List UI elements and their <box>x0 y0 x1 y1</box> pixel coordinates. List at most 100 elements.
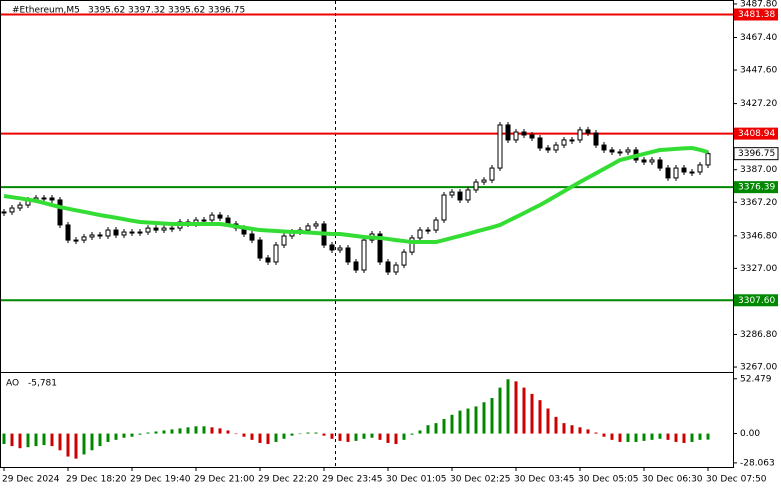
ao-bar <box>18 433 22 449</box>
quote-value: 3396.75 <box>208 6 245 16</box>
ao-bar <box>666 433 670 440</box>
candle <box>457 191 463 201</box>
candle <box>65 224 71 241</box>
level-label: 3408.94 <box>738 129 775 139</box>
ao-bar <box>450 414 454 434</box>
candle <box>161 227 167 231</box>
ao-bar <box>466 408 470 434</box>
candle <box>521 131 527 136</box>
ao-bar <box>314 432 318 434</box>
candle <box>97 234 103 237</box>
ao-bar <box>114 433 118 440</box>
ao-bar <box>194 426 198 434</box>
candle <box>497 124 503 169</box>
candle <box>665 167 671 179</box>
ao-bar <box>82 433 86 455</box>
y-tick-label: 0.00 <box>740 429 760 439</box>
ao-current: -5,781 <box>28 379 57 389</box>
candle <box>113 229 119 236</box>
ao-bar <box>426 425 430 434</box>
ao-bar <box>554 416 558 434</box>
candle <box>353 261 359 271</box>
ao-bar <box>122 433 126 438</box>
candle <box>473 181 479 191</box>
y-tick-label: 3447.60 <box>740 66 777 76</box>
ao-bar <box>322 433 326 436</box>
candle <box>105 229 111 237</box>
candle <box>249 233 255 241</box>
ao-bar <box>178 428 182 434</box>
x-tick-label: 29 Dec 23:45 <box>322 475 383 485</box>
candle <box>1 211 7 214</box>
y-tick-label: 52.479 <box>740 374 772 384</box>
candle <box>705 153 711 166</box>
candle <box>57 199 63 226</box>
ao-bar <box>674 433 678 442</box>
ao-bar <box>434 423 438 434</box>
ao-bar <box>234 433 238 435</box>
ao-bar <box>618 433 622 442</box>
ao-bar <box>266 433 270 445</box>
candle <box>377 233 383 263</box>
y-tick-label: 3346.80 <box>740 231 777 241</box>
ao-bar <box>202 426 206 434</box>
candle <box>577 129 583 141</box>
candle <box>689 171 695 174</box>
ao-bar <box>130 433 134 437</box>
y-tick-label: 3487.80 <box>740 0 777 9</box>
symbol-title: #Ethereum,M5 <box>12 6 80 16</box>
quote-value: 3395.62 <box>168 6 205 16</box>
ao-bar <box>626 433 630 442</box>
ao-bar <box>402 433 406 440</box>
y-tick-label: 3267.00 <box>740 363 777 373</box>
ao-bar <box>514 381 518 434</box>
level-badge <box>734 294 778 307</box>
x-tick-label: 29 Dec 2024 <box>2 475 60 485</box>
ao-bar <box>106 433 110 442</box>
candle <box>265 257 271 263</box>
ao-bar <box>346 433 350 442</box>
level-badge <box>734 181 778 194</box>
x-tick-label: 29 Dec 22:20 <box>258 475 319 485</box>
ao-bar <box>658 433 662 439</box>
candle <box>657 159 663 169</box>
candle <box>641 159 647 163</box>
level-badge <box>734 8 778 21</box>
candle <box>257 239 263 259</box>
candle <box>137 231 143 234</box>
candle <box>81 236 87 241</box>
ao-bar <box>242 433 246 437</box>
ao-bar <box>66 433 70 457</box>
y-tick-label: 3286.80 <box>740 330 777 340</box>
y-tick-label: 3387.00 <box>740 165 777 175</box>
ao-bar <box>650 433 654 440</box>
ao-bar <box>258 433 262 443</box>
x-tick-label: 29 Dec 21:00 <box>194 475 255 485</box>
candle <box>385 261 391 273</box>
ao-bar <box>498 387 502 434</box>
ao-bar <box>354 433 358 441</box>
candle <box>337 247 343 251</box>
x-tick-label: 30 Dec 03:45 <box>514 475 575 485</box>
level-badge <box>734 127 778 140</box>
ao-bar <box>490 398 494 434</box>
candle <box>89 234 95 238</box>
candle <box>545 147 551 151</box>
candle <box>73 239 79 242</box>
ao-bar <box>570 425 574 434</box>
x-tick-label: 30 Dec 02:25 <box>450 475 511 485</box>
ao-bar <box>362 433 366 439</box>
ao-bar <box>506 379 510 434</box>
x-tick-label: 30 Dec 06:30 <box>642 475 703 485</box>
ao-bar <box>530 393 534 434</box>
ao-bar <box>410 433 414 435</box>
price-badge <box>733 147 779 161</box>
candle <box>401 251 407 266</box>
ao-bar <box>458 410 462 434</box>
ao-bar <box>26 433 30 448</box>
ao-bar <box>546 408 550 434</box>
y-tick-label: 3327.00 <box>740 264 777 274</box>
ao-bar <box>634 433 638 442</box>
candle <box>449 191 455 196</box>
